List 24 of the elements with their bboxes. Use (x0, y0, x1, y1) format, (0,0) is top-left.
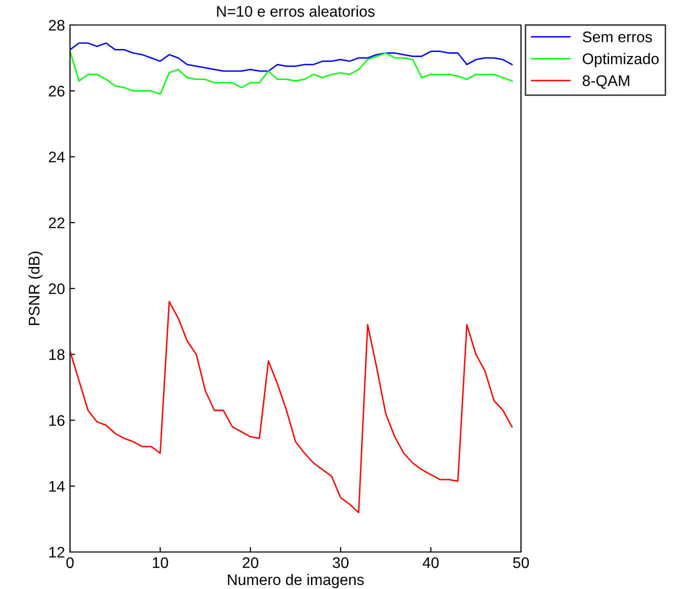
line-series (70, 42, 513, 72)
legend-label: 8-QAM (582, 75, 630, 89)
x-tick-label: 20 (242, 557, 258, 568)
y-tick-label: 20 (48, 283, 65, 294)
x-axis-title: Numero de imagens (228, 574, 364, 588)
y-tick-label: 12 (49, 546, 64, 558)
y-tick-label: 28 (48, 20, 64, 31)
x-tick-label: 40 (422, 557, 439, 568)
x-tick-label: 0 (66, 557, 74, 568)
y-tick-label: 14 (49, 481, 65, 492)
line-series (70, 50, 513, 95)
y-tick-label: 24 (48, 152, 65, 162)
y-tick-label: 18 (49, 349, 64, 360)
chart-title: N=10 e erros aleatorios (217, 6, 375, 17)
y-axis-title: PSNR (dB) (28, 252, 43, 326)
y-tick-label: 22 (48, 217, 64, 228)
line-series (70, 300, 513, 514)
legend-label: Sem erros (582, 32, 652, 42)
x-tick-label: 10 (152, 557, 168, 568)
x-tick-label: 50 (513, 557, 529, 568)
x-tick-label: 30 (332, 557, 348, 568)
y-tick-label: 16 (49, 415, 64, 426)
y-tick-label: 26 (48, 86, 64, 97)
legend-label: Optimizado (582, 52, 659, 68)
